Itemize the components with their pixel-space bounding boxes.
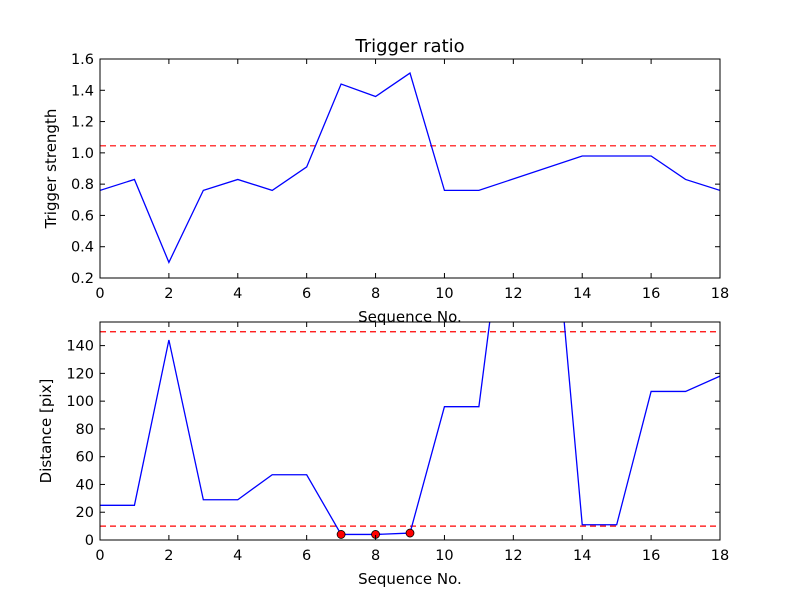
y-tick-label: 60 <box>76 450 94 466</box>
y-tick-label: 100 <box>66 394 94 410</box>
x-tick-label: 10 <box>435 286 453 302</box>
x-tick-label: 8 <box>371 548 380 564</box>
x-tick-label: 18 <box>711 286 729 302</box>
x-tick-label: 18 <box>711 548 729 564</box>
x-axis-label: Sequence No. <box>358 308 462 326</box>
x-tick-label: 12 <box>504 286 522 302</box>
x-tick-label: 10 <box>435 548 453 564</box>
y-tick-label: 140 <box>66 339 94 355</box>
trigger-ratio-panel: Trigger ratio 0 2 4 6 8 10 12 14 16 18 0.2 0.4 0.6 0.8… <box>42 36 729 326</box>
y-tick-label: 0.4 <box>71 240 94 256</box>
y-tick-label: 1.0 <box>71 146 94 162</box>
x-tick-label: 6 <box>302 548 311 564</box>
x-tick-label: 6 <box>302 286 311 302</box>
x-tick-label: 14 <box>573 548 591 564</box>
x-tick-label: 8 <box>371 286 380 302</box>
y-tick-label: 1.4 <box>71 83 94 99</box>
x-tick-label: 16 <box>642 286 660 302</box>
x-tick-label: 0 <box>95 286 104 302</box>
plot-frame <box>99 321 721 541</box>
y-tick-label: 20 <box>76 505 94 521</box>
series-line-0 <box>100 72 720 264</box>
y-tick-label: 0.6 <box>71 208 94 224</box>
y-axis-label: Trigger strength <box>42 109 60 230</box>
y-tick-label: 40 <box>76 477 94 493</box>
data-marker-0 <box>336 530 346 539</box>
x-tick-label: 16 <box>642 548 660 564</box>
x-axis-label: Sequence No. <box>358 570 462 588</box>
x-tick-label: 14 <box>573 286 591 302</box>
y-tick-label: 0 <box>85 533 94 549</box>
y-tick-label: 1.2 <box>71 115 94 131</box>
x-tick-label: 4 <box>233 548 242 564</box>
y-tick-label: 1.6 <box>71 52 94 68</box>
data-marker-2 <box>405 528 415 538</box>
plot-frame <box>99 58 721 279</box>
x-tick-label: 2 <box>164 548 173 564</box>
y-tick-label: 80 <box>76 422 94 438</box>
y-tick-label: 0.8 <box>71 177 94 193</box>
chart-title: Trigger ratio <box>354 36 464 57</box>
y-axis-label: Distance [pix] <box>37 379 55 484</box>
x-tick-label: 2 <box>164 286 173 302</box>
x-tick-label: 0 <box>95 548 104 564</box>
y-tick-label: 0.2 <box>71 271 94 287</box>
x-tick-label: 12 <box>504 548 522 564</box>
x-tick-label: 4 <box>233 286 242 302</box>
distance-panel: 0 2 4 6 8 10 12 14 16 18 0 20 40 60 80 100 120 140 Sequenc… <box>37 321 729 588</box>
y-tick-label: 120 <box>66 366 94 382</box>
